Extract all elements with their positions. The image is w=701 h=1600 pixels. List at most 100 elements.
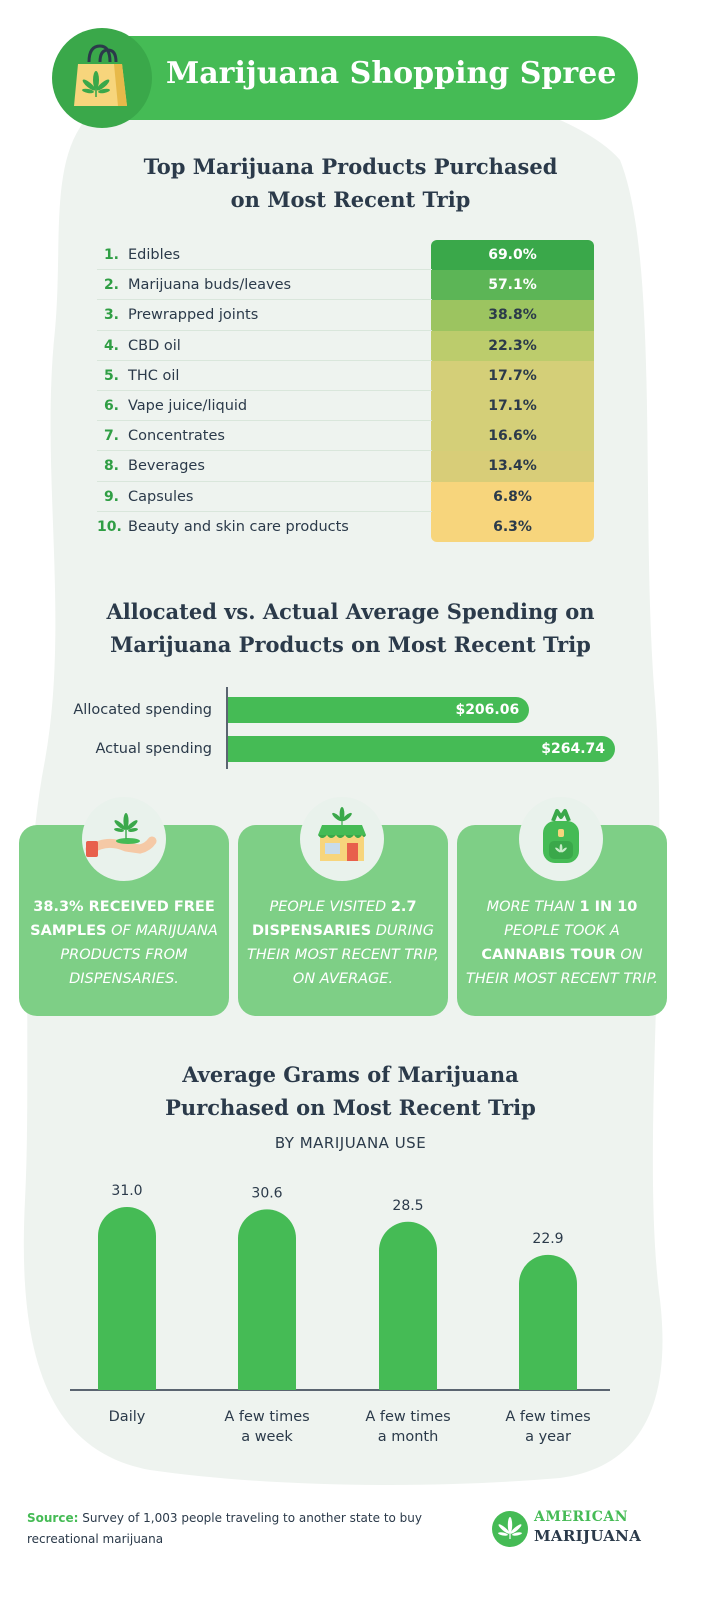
- backpack-icon: [519, 797, 603, 881]
- grams-category-label: Daily: [109, 1409, 146, 1425]
- dispensaries-text: PEOPLE VISITED 2.7 DISPENSARIES DURING T…: [246, 895, 440, 991]
- row-divider: [97, 450, 432, 452]
- product-rank: 3.: [103, 307, 119, 324]
- tour-mid: PEOPLE TOOK A: [504, 923, 620, 939]
- grams-bar: [519, 1254, 577, 1390]
- grams-bar: [238, 1209, 296, 1390]
- products-title-line1: Top Marijuana Products Purchased: [143, 154, 558, 179]
- spending-label: Actual spending: [95, 741, 212, 757]
- products-table: 1. Edibles 69.0% 2. Marijuana buds/leaves 57.…: [97, 240, 594, 542]
- grams-bar-chart: 31.0 Daily 30.6 A few times a week 28.5 A few …: [70, 1183, 610, 1445]
- spending-bar: $206.06: [228, 697, 530, 723]
- shopping-bag-icon: [74, 44, 127, 106]
- product-percent-cell: 16.6%: [431, 421, 594, 452]
- product-rank: 5.: [103, 367, 119, 384]
- row-divider: [97, 299, 432, 301]
- product-rank: 10.: [97, 518, 122, 535]
- product-row: 8. Beverages 13.4%: [97, 451, 594, 482]
- grams-value-label: 31.0: [111, 1183, 142, 1199]
- product-name: CBD oil: [128, 337, 181, 354]
- product-name: Marijuana buds/leaves: [128, 277, 292, 294]
- product-row: 3. Prewrapped joints 38.8%: [97, 300, 594, 331]
- row-divider: [97, 269, 432, 271]
- product-percent-cell: 57.1%: [431, 270, 594, 301]
- spending-title-line1: Allocated vs. Actual Average Spending on: [106, 599, 595, 624]
- row-divider: [97, 389, 432, 391]
- product-percent-cell: 22.3%: [431, 330, 594, 361]
- row-divider: [97, 510, 432, 512]
- row-divider: [97, 480, 432, 482]
- logo-text-marijuana: MARIJUANA: [534, 1527, 642, 1545]
- product-name: Beauty and skin care products: [128, 518, 349, 535]
- product-percent-cell: 6.8%: [431, 481, 594, 512]
- grams-bar: [379, 1221, 437, 1390]
- product-rank: 8.: [103, 458, 119, 475]
- product-name: THC oil: [128, 367, 180, 384]
- tour-rest: ON THEIR MOST RECENT TRIP.: [466, 947, 658, 987]
- spending-row: Allocated spending $206.06: [0, 697, 701, 723]
- product-percent-cell: 13.4%: [431, 451, 594, 482]
- dispensaries-rest: DURING THEIR MOST RECENT TRIP, ON AVERAG…: [247, 923, 439, 987]
- grams-value-label: 30.6: [251, 1185, 282, 1201]
- row-divider: [97, 329, 432, 331]
- product-rank: 2.: [103, 277, 119, 294]
- product-percent-cell: 38.8%: [431, 300, 594, 331]
- product-rank: 6.: [103, 397, 119, 414]
- grams-category-label: A few times: [365, 1409, 450, 1425]
- spending-label: Allocated spending: [73, 702, 212, 718]
- product-name: Beverages: [128, 458, 205, 475]
- grams-category-label: A few times: [505, 1409, 590, 1425]
- product-name: Concentrates: [128, 428, 225, 445]
- grams-bar: [98, 1207, 156, 1390]
- product-percent-cell: 6.3%: [431, 511, 594, 542]
- product-name: Capsules: [128, 488, 194, 505]
- spending-axis-line: [226, 687, 228, 769]
- header-banner: [88, 36, 638, 120]
- spending-section-title: Allocated vs. Actual Average Spending on…: [0, 595, 701, 661]
- tour-bold-tour: CANNABIS TOUR: [481, 947, 616, 963]
- source-text: Survey of 1,003 people traveling to anot…: [27, 1511, 422, 1546]
- grams-category-label: A few times: [224, 1409, 309, 1425]
- grams-title-line2: Purchased on Most Recent Trip: [165, 1095, 536, 1120]
- product-row: 1. Edibles 69.0%: [97, 240, 594, 271]
- logo-text-american: AMERICAN: [534, 1509, 629, 1525]
- grams-value-label: 28.5: [392, 1198, 423, 1214]
- product-row: 2. Marijuana buds/leaves 57.1%: [97, 270, 594, 301]
- product-percent-cell: 69.0%: [431, 240, 594, 271]
- product-row: 6. Vape juice/liquid 17.1%: [97, 390, 594, 422]
- dispensaries-lead: PEOPLE VISITED: [269, 899, 391, 915]
- product-rank: 4.: [103, 337, 119, 354]
- product-percent-cell: 17.1%: [431, 390, 594, 422]
- logo-leaf-icon: [492, 1511, 528, 1547]
- free-samples-text: 38.3% RECEIVED FREE SAMPLES OF MARIJUANA…: [27, 895, 221, 991]
- tour-lead: MORE THAN: [486, 899, 580, 915]
- free-samples-bold: 38.3% RECEIVED FREE SAMPLES: [30, 899, 215, 939]
- product-row: 4. CBD oil 22.3%: [97, 330, 594, 361]
- row-divider: [97, 420, 432, 422]
- product-rank: 7.: [103, 428, 119, 445]
- product-name: Vape juice/liquid: [128, 397, 248, 414]
- grams-title-line1: Average Grams of Marijuana: [182, 1062, 519, 1087]
- store-icon: [300, 797, 384, 881]
- american-marijuana-logo: AMERICAN MARIJUANA: [490, 1505, 670, 1555]
- grams-category-label: a week: [241, 1429, 293, 1445]
- grams-category-label: a month: [378, 1429, 439, 1445]
- product-row: 10. Beauty and skin care products 6.3%: [97, 511, 594, 542]
- product-percent-cell: 17.7%: [431, 360, 594, 391]
- product-rank: 1.: [103, 247, 119, 263]
- dispensaries-bold: 2.7 DISPENSARIES: [252, 899, 417, 939]
- spending-row: Actual spending $264.74: [0, 736, 701, 762]
- row-divider: [97, 359, 432, 361]
- product-row: 7. Concentrates 16.6%: [97, 421, 594, 452]
- free-samples-rest: OF MARIJUANA PRODUCTS FROM DISPENSARIES.: [60, 923, 218, 987]
- spending-value-label: $206.06: [455, 702, 520, 718]
- grams-category-label: a year: [525, 1429, 571, 1445]
- product-rank: 9.: [103, 488, 119, 505]
- product-name: Edibles: [128, 247, 181, 263]
- source-note: Source: Survey of 1,003 people traveling…: [27, 1508, 427, 1550]
- source-label: Source:: [27, 1511, 79, 1525]
- products-title-line2: on Most Recent Trip: [230, 187, 471, 212]
- grams-subtitle: BY MARIJUANA USE: [274, 1134, 427, 1152]
- hand-leaf-icon: [82, 797, 166, 881]
- products-section-title: Top Marijuana Products Purchased on Most…: [0, 150, 701, 216]
